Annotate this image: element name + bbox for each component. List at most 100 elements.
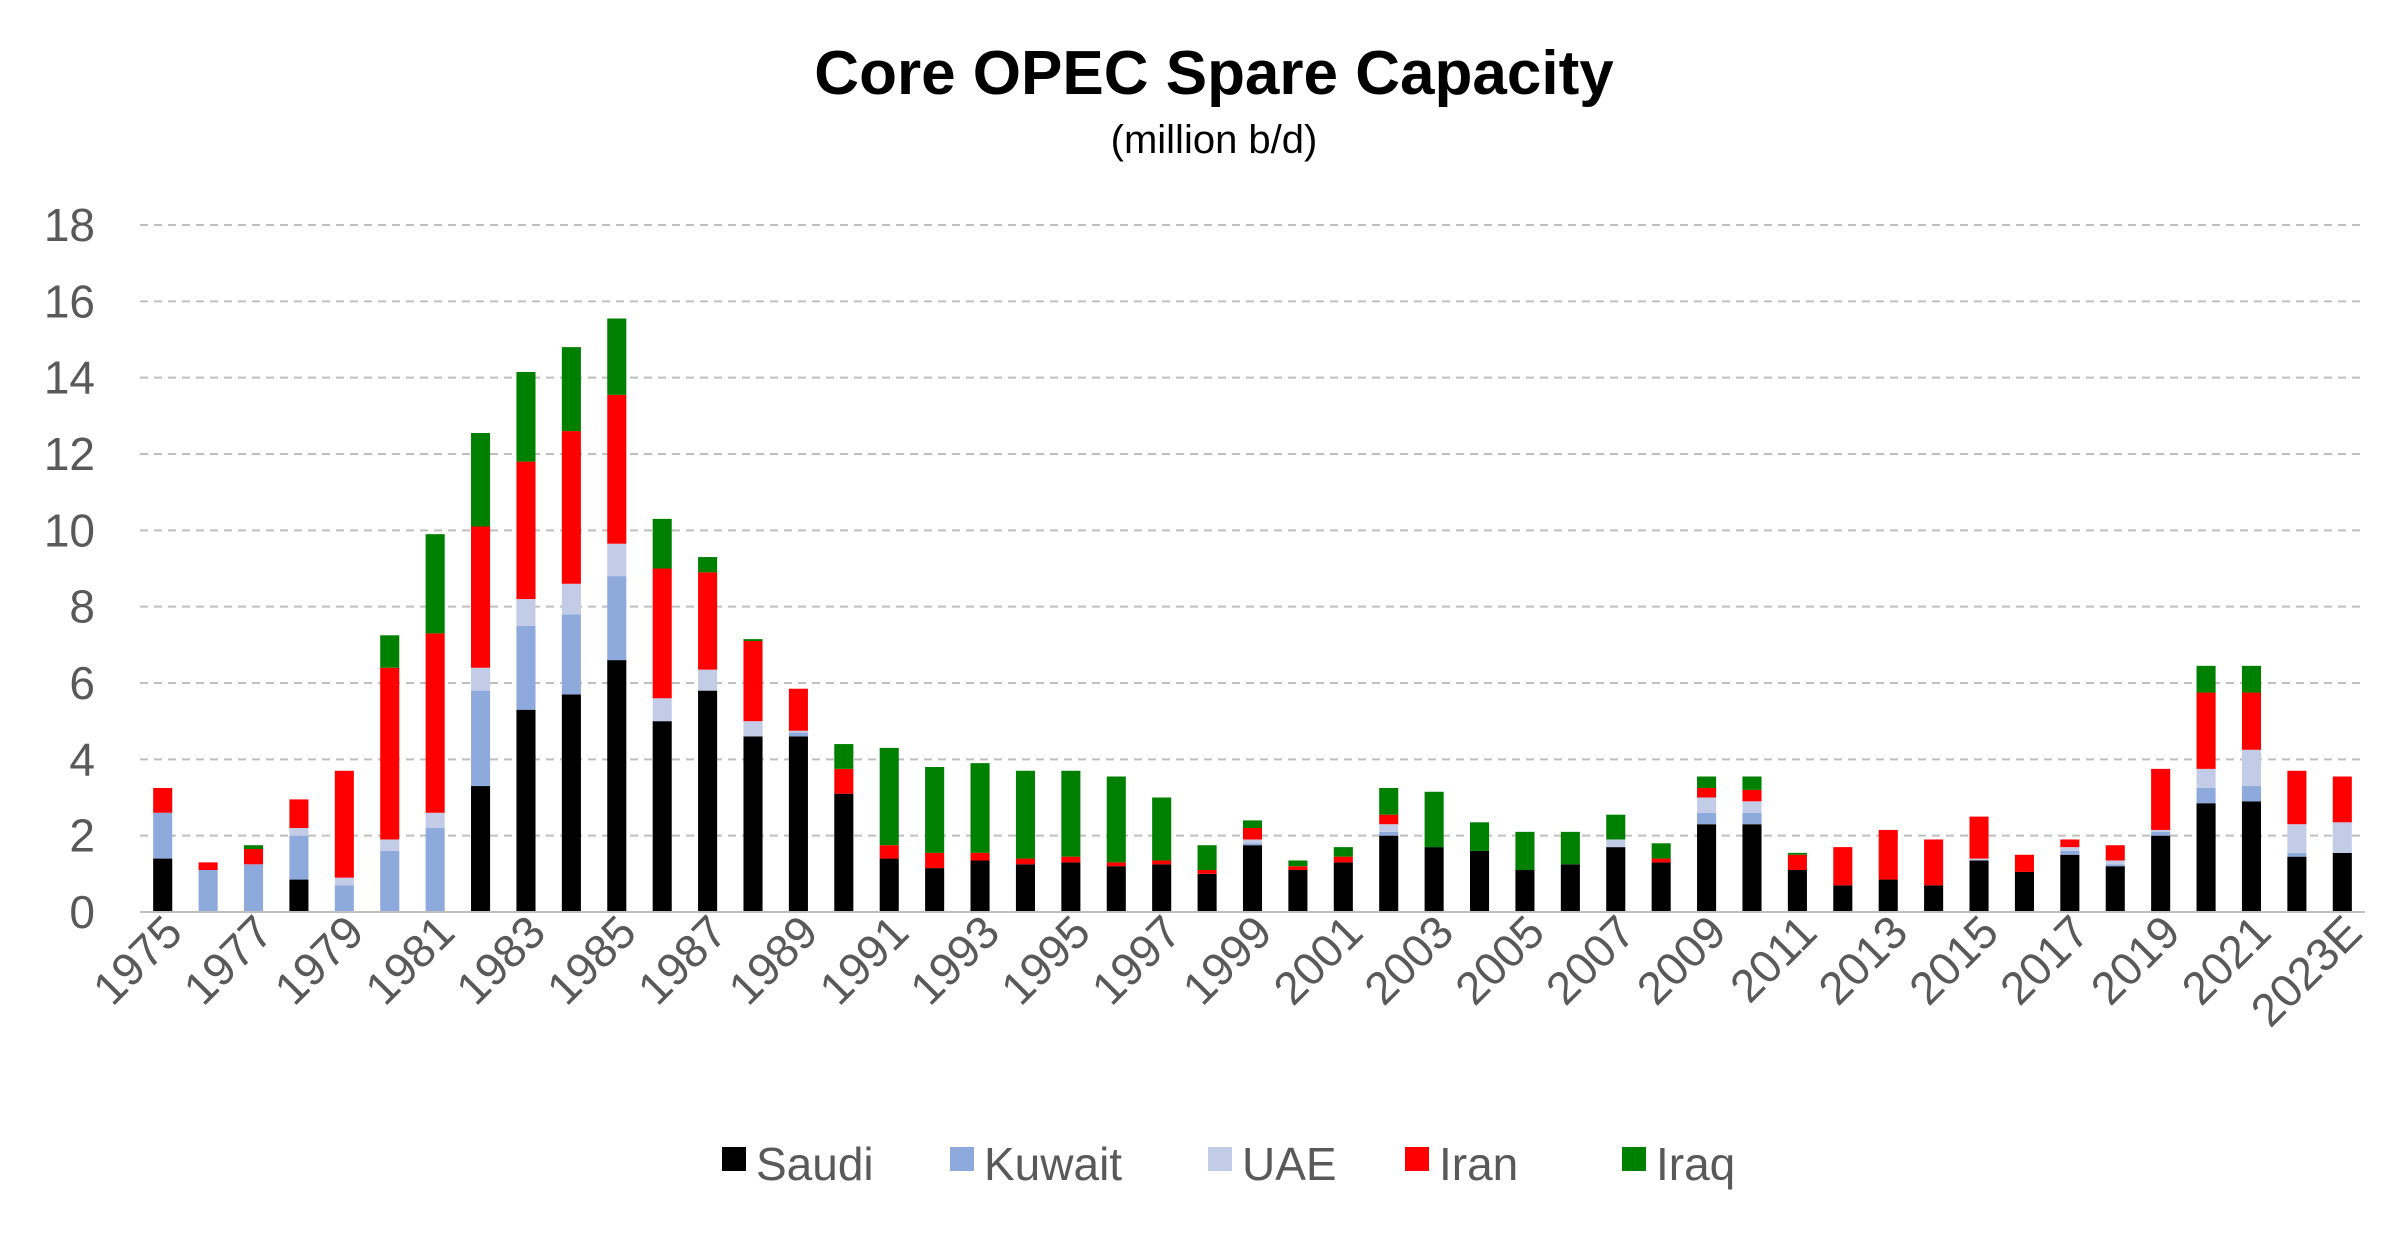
legend-swatch-iran <box>1405 1147 1429 1171</box>
bar-segment-saudi <box>1742 824 1762 912</box>
legend-label-iraq: Iraq <box>1656 1138 1735 1190</box>
bar-segment-kuwait <box>2287 852 2307 857</box>
gridlines <box>140 224 2365 837</box>
x-tick-label: 2007 <box>1536 905 1645 1014</box>
bar-segment-iraq <box>652 518 672 569</box>
bar-segment-kuwait <box>607 576 627 661</box>
bar-segment-iran <box>425 633 445 813</box>
legend-label-iran: Iran <box>1439 1138 1518 1190</box>
bar-segment-iran <box>1333 856 1353 863</box>
bar-segment-saudi <box>607 660 627 912</box>
bar-segment-iran <box>1833 847 1853 886</box>
bar-segment-uae <box>1379 824 1399 832</box>
bar-segment-saudi <box>561 694 581 912</box>
bar-segment-iran <box>1242 828 1263 840</box>
bar-segment-uae <box>2060 847 2080 851</box>
bar-segment-uae <box>561 583 581 615</box>
bar-segment-kuwait <box>334 885 354 912</box>
bar-segment-uae <box>380 839 400 851</box>
x-tick-label: 2001 <box>1263 905 1372 1014</box>
bar-segment-iran <box>2060 839 2080 848</box>
legend-label-uae: UAE <box>1242 1138 1337 1190</box>
bar-segment-iran <box>243 849 264 865</box>
y-tick-label: 8 <box>69 581 95 633</box>
bar-segment-iraq <box>1651 843 1671 859</box>
bar-segment-iran <box>1015 858 1035 865</box>
bar-segment-uae <box>2196 768 2216 788</box>
bar-segment-uae <box>1969 858 1989 861</box>
bar-segment-iran <box>925 852 945 869</box>
bar-segment-uae <box>425 812 445 829</box>
bar-segment-iran <box>153 787 173 813</box>
bar-segment-saudi <box>1833 885 1853 912</box>
y-tick-label: 2 <box>69 810 95 862</box>
bar-segment-iran <box>607 394 627 544</box>
bar-segment-kuwait <box>2241 786 2262 802</box>
bar-segment-iraq <box>561 347 581 432</box>
bar-segment-iraq <box>1697 776 1717 788</box>
chart-subtitle: (million b/d) <box>1111 118 1318 162</box>
bar-segment-kuwait <box>289 835 309 880</box>
bar-segment-saudi <box>1924 885 1944 912</box>
bar-segment-iran <box>1197 870 1217 874</box>
bar-segment-saudi <box>1197 873 1217 912</box>
bar-segment-iran <box>516 461 536 600</box>
x-tick-label: 2013 <box>1808 905 1917 1014</box>
bar-segment-iran <box>380 667 400 840</box>
bar-segment-uae <box>607 543 627 577</box>
y-tick-label: 0 <box>69 886 95 938</box>
bar-segment-saudi <box>289 879 309 912</box>
bar-segment-saudi <box>834 793 854 912</box>
bar-segment-iran <box>2196 692 2216 769</box>
bar-segment-iran <box>561 431 581 584</box>
bar-segment-uae <box>1242 839 1263 844</box>
bar-segment-uae <box>1742 801 1762 813</box>
x-tick-label: 1991 <box>809 905 918 1014</box>
x-tick-label: 2017 <box>1990 905 2099 1014</box>
bar-segment-saudi <box>2014 871 2034 912</box>
bar-segment-iraq <box>1333 847 1353 857</box>
x-tick-label: 1975 <box>83 905 192 1014</box>
y-tick-label: 18 <box>44 199 95 251</box>
bar-segment-iraq <box>1015 770 1035 859</box>
bar-segment-iraq <box>879 747 899 846</box>
legend-swatch-uae <box>1208 1147 1232 1171</box>
bar-segment-saudi <box>1515 870 1535 912</box>
bar-segment-iraq <box>1742 776 1762 790</box>
x-tick-label: 1995 <box>991 905 1100 1014</box>
bar-segment-uae <box>1606 839 1626 848</box>
bar-segment-saudi <box>925 868 945 912</box>
bar-segment-iran <box>1742 789 1762 802</box>
bar-segment-iraq <box>1515 831 1535 871</box>
bar-segment-uae <box>788 730 808 733</box>
bar-segment-iran <box>289 799 309 829</box>
bar-segment-uae <box>652 698 672 722</box>
bar-segment-iran <box>2241 692 2262 750</box>
bar-segment-saudi <box>1106 866 1126 912</box>
bar-segment-kuwait <box>471 690 491 787</box>
bar-segment-saudi <box>1152 864 1172 912</box>
bar-segment-saudi <box>153 858 173 912</box>
bar-segment-saudi <box>1878 879 1898 912</box>
bar-segment-saudi <box>2241 801 2262 912</box>
bar-segment-iraq <box>2196 665 2216 693</box>
bar-segment-iran <box>198 862 218 871</box>
bar-segment-iran <box>334 770 354 878</box>
bar-segment-iraq <box>1061 770 1081 857</box>
bar-segment-kuwait <box>516 625 536 710</box>
bar-segment-saudi <box>1288 870 1308 912</box>
bar-segment-iraq <box>516 371 536 462</box>
bar-segment-uae <box>2241 749 2262 787</box>
bar-segment-iraq <box>1787 852 1807 855</box>
bar-segment-saudi <box>1560 864 1580 912</box>
x-axis-ticks: 1975197719791981198319851987198919911993… <box>83 905 2372 1036</box>
bar-segment-iraq <box>607 318 627 395</box>
y-tick-label: 10 <box>44 504 95 556</box>
bar-segment-saudi <box>2151 835 2171 912</box>
bar-segment-saudi <box>1651 862 1671 912</box>
bar-segment-iraq <box>243 845 264 850</box>
x-tick-label: 1999 <box>1172 905 1281 1014</box>
bar-segment-iraq <box>743 639 763 642</box>
y-tick-label: 14 <box>44 352 95 404</box>
y-tick-label: 12 <box>44 428 95 480</box>
